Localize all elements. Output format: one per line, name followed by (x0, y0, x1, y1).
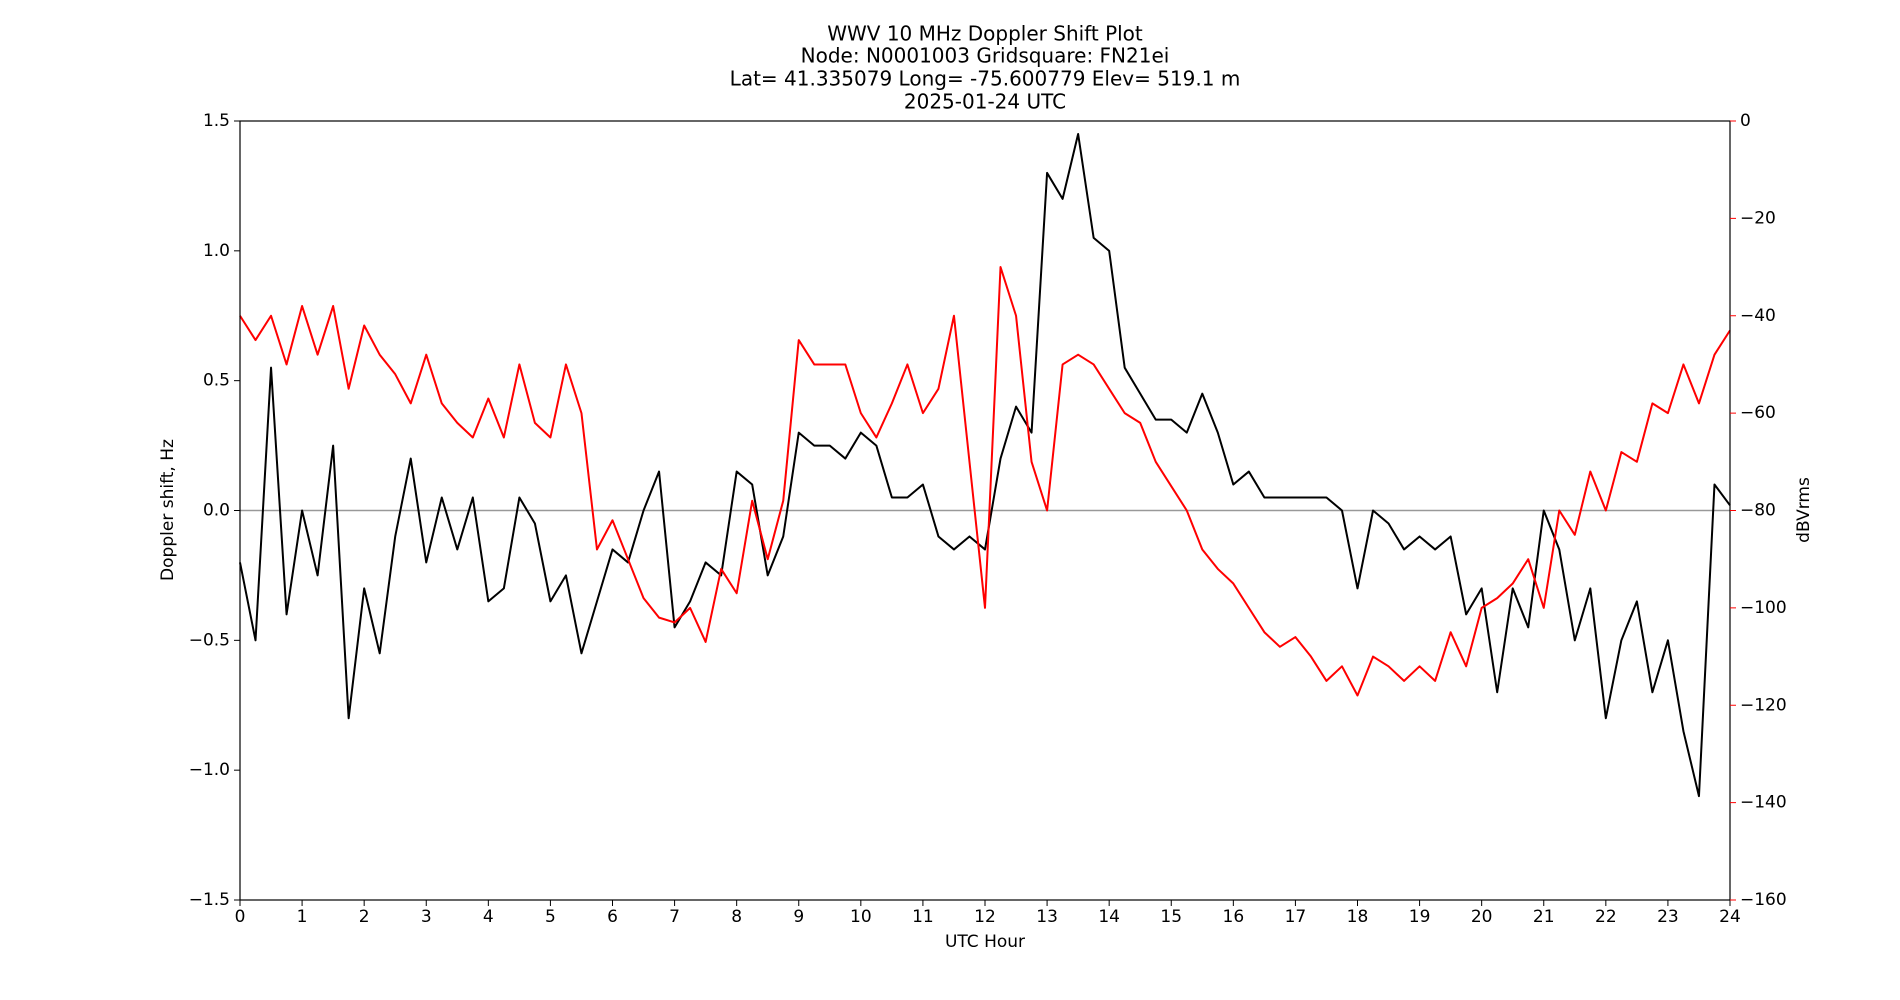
x-tick-label: 19 (1409, 907, 1431, 927)
y-tick-label: −1.5 (189, 890, 230, 910)
y-tick-label: −0.5 (189, 630, 230, 650)
x-tick-label: 15 (1160, 907, 1182, 927)
x-tick-label: 1 (297, 907, 308, 927)
x-tick-label: 22 (1595, 907, 1617, 927)
data-line (239, 132, 1731, 798)
x-tick-label: 13 (1036, 907, 1058, 927)
x-tick-label: 9 (793, 907, 804, 927)
x-tick-label: 3 (421, 907, 432, 927)
x-tick-label: 20 (1471, 907, 1493, 927)
y-tick-label: 0.0 (203, 501, 230, 521)
data-line (239, 266, 1731, 697)
x-tick-label: 17 (1285, 907, 1307, 927)
x-tick-label: 7 (669, 907, 680, 927)
y2-tick-label: −80 (1740, 501, 1776, 521)
y-axis-label: Doppler shift, Hz (158, 439, 178, 581)
y-tick-label: 1.5 (203, 111, 230, 131)
x-tick-label: 16 (1223, 907, 1245, 927)
y2-tick-label: −40 (1740, 306, 1776, 326)
x-tick-label: 4 (483, 907, 494, 927)
x-tick-label: 14 (1098, 907, 1120, 927)
y-tick-label: −1.0 (189, 760, 230, 780)
x-tick-label: 11 (912, 907, 934, 927)
x-tick-label: 5 (545, 907, 556, 927)
y2-tick-label: 0 (1740, 111, 1751, 131)
x-tick-label: 21 (1533, 907, 1555, 927)
y2-tick-label: −120 (1740, 695, 1787, 715)
x-tick-label: 24 (1719, 907, 1741, 927)
x-tick-label: 12 (974, 907, 996, 927)
y2-axis-label: dBVrms (1794, 477, 1814, 543)
x-tick-label: 10 (850, 907, 872, 927)
chart-subtitle: Node: N0001003 Gridsquare: FN21ei (801, 44, 1170, 68)
x-tick-label: 23 (1657, 907, 1679, 927)
x-tick-label: 18 (1347, 907, 1369, 927)
y-tick-label: 1.0 (203, 241, 230, 261)
y2-tick-label: −160 (1740, 890, 1787, 910)
x-tick-label: 6 (607, 907, 618, 927)
y2-tick-label: −20 (1740, 208, 1776, 228)
x-tick-label: 2 (359, 907, 370, 927)
x-tick-label: 8 (731, 907, 742, 927)
y2-tick-label: −140 (1740, 793, 1787, 813)
chart-subtitle: 2025-01-24 UTC (904, 90, 1066, 114)
y2-tick-label: −60 (1740, 403, 1776, 423)
chart-subtitle: Lat= 41.335079 Long= -75.600779 Elev= 51… (730, 67, 1241, 91)
x-axis-label: UTC Hour (945, 932, 1025, 952)
chart-title: WWV 10 MHz Doppler Shift Plot (827, 22, 1143, 46)
x-tick-label: 0 (235, 907, 246, 927)
y2-tick-label: −100 (1740, 598, 1787, 618)
y-tick-label: 0.5 (203, 371, 230, 391)
